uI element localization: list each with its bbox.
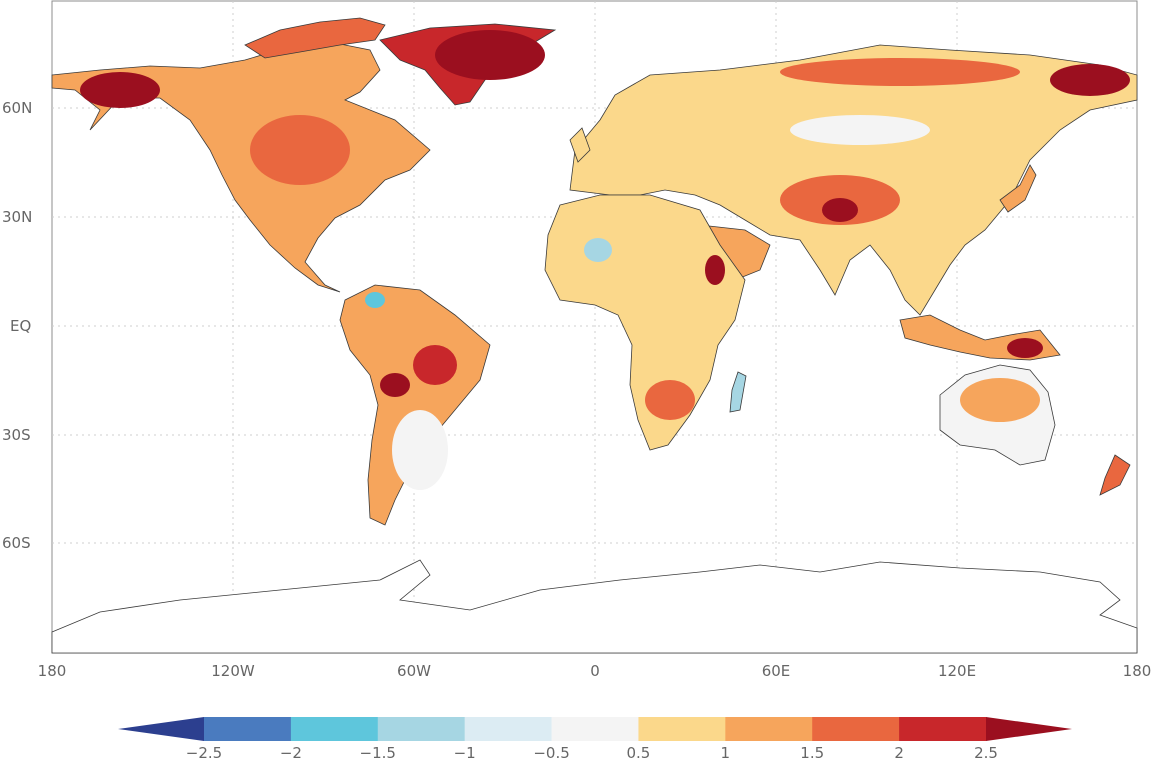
y-tick-label: 30N [2,208,32,226]
colorbar-tick-label: 1.5 [800,744,824,760]
new-guinea-patch [1007,338,1043,358]
colorbar-tick-label: 1 [721,744,731,760]
colorbar-bin [725,717,813,741]
colorbar-bin [812,717,900,741]
colorbar-bin [551,717,639,741]
y-tick-label: 60N [2,99,32,117]
colorbar: −2.5 −2 −1.5 −1 −0.5 0.5 1 1.5 2 2.5 [118,717,1072,760]
colorbar-high-extend [986,717,1072,741]
bolivia-patch [380,373,410,397]
japan [999,164,1037,213]
amazon-patch [413,345,457,385]
y-axis: 60N 30N EQ 30S 60S [2,99,32,552]
x-axis: 180 120W 60W 0 60E 120E 180 [38,662,1152,680]
x-tick-label: 120E [938,662,976,680]
x-tick-label: 60E [762,662,791,680]
colorbar-bin [899,717,987,741]
x-tick-label: 180 [38,662,67,680]
south-africa-patch [645,380,695,420]
argentina-neutral [392,410,448,490]
colombia-cool-patch [365,292,385,308]
colorbar-tick-label: 2 [894,744,904,760]
alaska-patch [80,72,160,108]
y-tick-label: 30S [2,426,31,444]
greenland-patch [435,30,545,80]
x-tick-label: 60W [397,662,431,680]
south-america [339,284,491,526]
colorbar-tick-label: −1 [454,744,476,760]
east-siberia-patch [1050,64,1130,96]
siberia-patch [780,58,1020,86]
colorbar-bin [204,717,292,741]
tibet-patch [822,198,858,222]
x-tick-label: 180 [1123,662,1152,680]
x-tick-label: 0 [590,662,600,680]
antarctica [51,559,1138,654]
colorbar-tick-label: 2.5 [974,744,998,760]
sahara-cool-patch [584,238,612,262]
colorbar-bin [290,717,379,741]
colorbar-tick-label: −2 [280,744,302,760]
madagascar [729,371,747,413]
british-isles [569,127,591,163]
colorbar-tick-label: −0.5 [533,744,569,760]
west-siberia-neutral [790,115,930,145]
y-tick-label: EQ [10,317,31,335]
colorbar-tick-label: −1.5 [360,744,396,760]
na-interior-patch [250,115,350,185]
arctic-islands [244,17,386,59]
colorbar-tick-label: 0.5 [627,744,651,760]
colorbar-bin [464,717,553,741]
colorbar-tick-label: −2.5 [186,744,222,760]
colorbar-low-extend [118,717,204,741]
new-zealand [1099,454,1131,496]
australia-north-patch [960,378,1040,422]
red-sea-patch [705,255,725,285]
anomaly-patches [80,30,1130,490]
y-tick-label: 60S [2,534,31,552]
colorbar-bin [638,717,726,741]
x-tick-label: 120W [211,662,255,680]
colorbar-bin [377,717,466,741]
